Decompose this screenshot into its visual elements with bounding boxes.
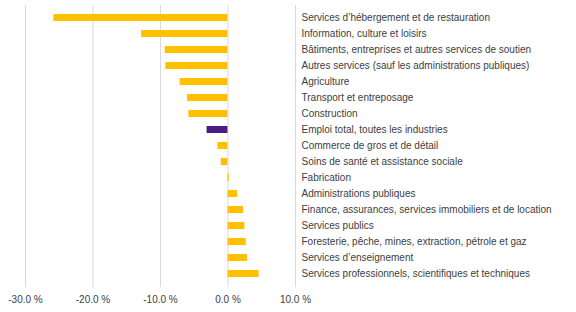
- svg-text:Transport et entreposage: Transport et entreposage: [302, 92, 414, 103]
- svg-text:Services professionnels, scien: Services professionnels, scientifiques e…: [302, 268, 530, 279]
- svg-text:Construction: Construction: [302, 108, 358, 119]
- svg-text:Information, culture et loisir: Information, culture et loisirs: [302, 28, 427, 39]
- svg-text:Services d’hébergement et de r: Services d’hébergement et de restauratio…: [302, 12, 490, 23]
- svg-text:Autres services (sauf les admi: Autres services (sauf les administration…: [302, 60, 530, 71]
- svg-text:0.0 %: 0.0 %: [215, 294, 241, 305]
- svg-text:Services d’enseignement: Services d’enseignement: [302, 252, 414, 263]
- svg-text:Agriculture: Agriculture: [302, 76, 350, 87]
- svg-text:10.0 %: 10.0 %: [280, 294, 311, 305]
- svg-text:Services publics: Services publics: [302, 220, 374, 231]
- svg-text:Bâtiments, entreprises et autr: Bâtiments, entreprises et autres service…: [302, 44, 532, 55]
- svg-text:Commerce de gros et de détail: Commerce de gros et de détail: [302, 140, 439, 151]
- svg-text:Administrations publiques: Administrations publiques: [302, 188, 416, 199]
- svg-text:-30.0 %: -30.0 %: [8, 294, 43, 305]
- svg-text:Finance, assurances, services: Finance, assurances, services immobilier…: [302, 204, 552, 215]
- svg-text:-10.0 %: -10.0 %: [143, 294, 178, 305]
- svg-text:Soins de santé et assistance s: Soins de santé et assistance sociale: [302, 156, 464, 167]
- svg-text:Fabrication: Fabrication: [302, 172, 351, 183]
- svg-text:Emploi total, toutes les indus: Emploi total, toutes les industries: [302, 124, 448, 135]
- svg-text:-20.0 %: -20.0 %: [76, 294, 111, 305]
- svg-text:Foresterie, pêche, mines, extr: Foresterie, pêche, mines, extraction, pé…: [302, 236, 527, 247]
